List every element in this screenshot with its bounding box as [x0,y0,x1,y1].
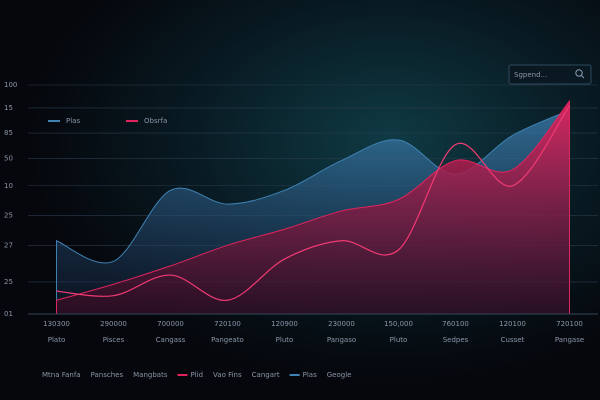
bottom-legend-label: Pansches [91,371,124,379]
x-tick-label: 760100 [442,320,469,328]
bottom-legend-label: Vao Fins [213,371,242,379]
line [56,105,570,301]
x-tick-label: 290000 [100,320,127,328]
y-tick-label: 15 [4,104,13,112]
search-field[interactable] [508,64,592,85]
legend-swatch [289,374,300,376]
x-category-name: Plato [48,336,65,344]
search-icon [575,69,583,77]
legend-label: Obsrfa [144,117,167,125]
x-tick-label: 720100 [556,320,583,328]
y-tick-label: 10 [4,182,13,190]
y-tick-label: 50 [4,154,13,162]
x-tick-label: 720100 [214,320,241,328]
x-category-name: Sedpes [443,336,469,344]
legend-swatch [177,374,188,376]
x-category-name: Pluto [276,336,294,344]
x-category-name: Pangeato [211,336,244,344]
bottom-legend-label: Cangart [252,371,280,379]
x-tick-label: 700000 [157,320,184,328]
legend-swatch [126,120,138,122]
y-tick-label: 27 [4,241,13,249]
x-tick-label: 120900 [271,320,298,328]
x-tick-label: 120100 [499,320,526,328]
y-tick-label: 25 [4,278,13,286]
legend-swatch [48,120,60,122]
area [56,99,570,315]
x-category-name: Pangaso [327,336,356,344]
y-tick-label: 25 [4,212,13,220]
y-tick-label: 100 [4,81,17,89]
bottom-legend-label: Mangbats [133,371,168,379]
search-icon-handle [581,75,585,79]
x-category-name: Pisces [103,336,125,344]
search-placeholder: Sgpend... [514,71,547,79]
bottom-legend-label: Plas [303,371,317,379]
y-tick-label: 85 [4,129,13,137]
x-tick-label: 230000 [328,320,355,328]
x-category-name: Pangase [555,336,584,344]
legend-label: Plas [66,117,80,125]
bottom-legend-label: Geogle [327,371,352,379]
x-category-name: Cusset [501,336,525,344]
search-box[interactable]: Sgpend... [508,64,592,85]
x-tick-label: 130300 [43,320,70,328]
bottom-legend-label: Mtna Fanfa [42,371,81,379]
y-tick-label: 01 [4,310,13,318]
x-category-name: Cangass [156,336,186,344]
x-category-name: Pluto [390,336,408,344]
bottom-legend-label: Plid [190,371,203,379]
x-tick-label: 150,000 [384,320,413,328]
